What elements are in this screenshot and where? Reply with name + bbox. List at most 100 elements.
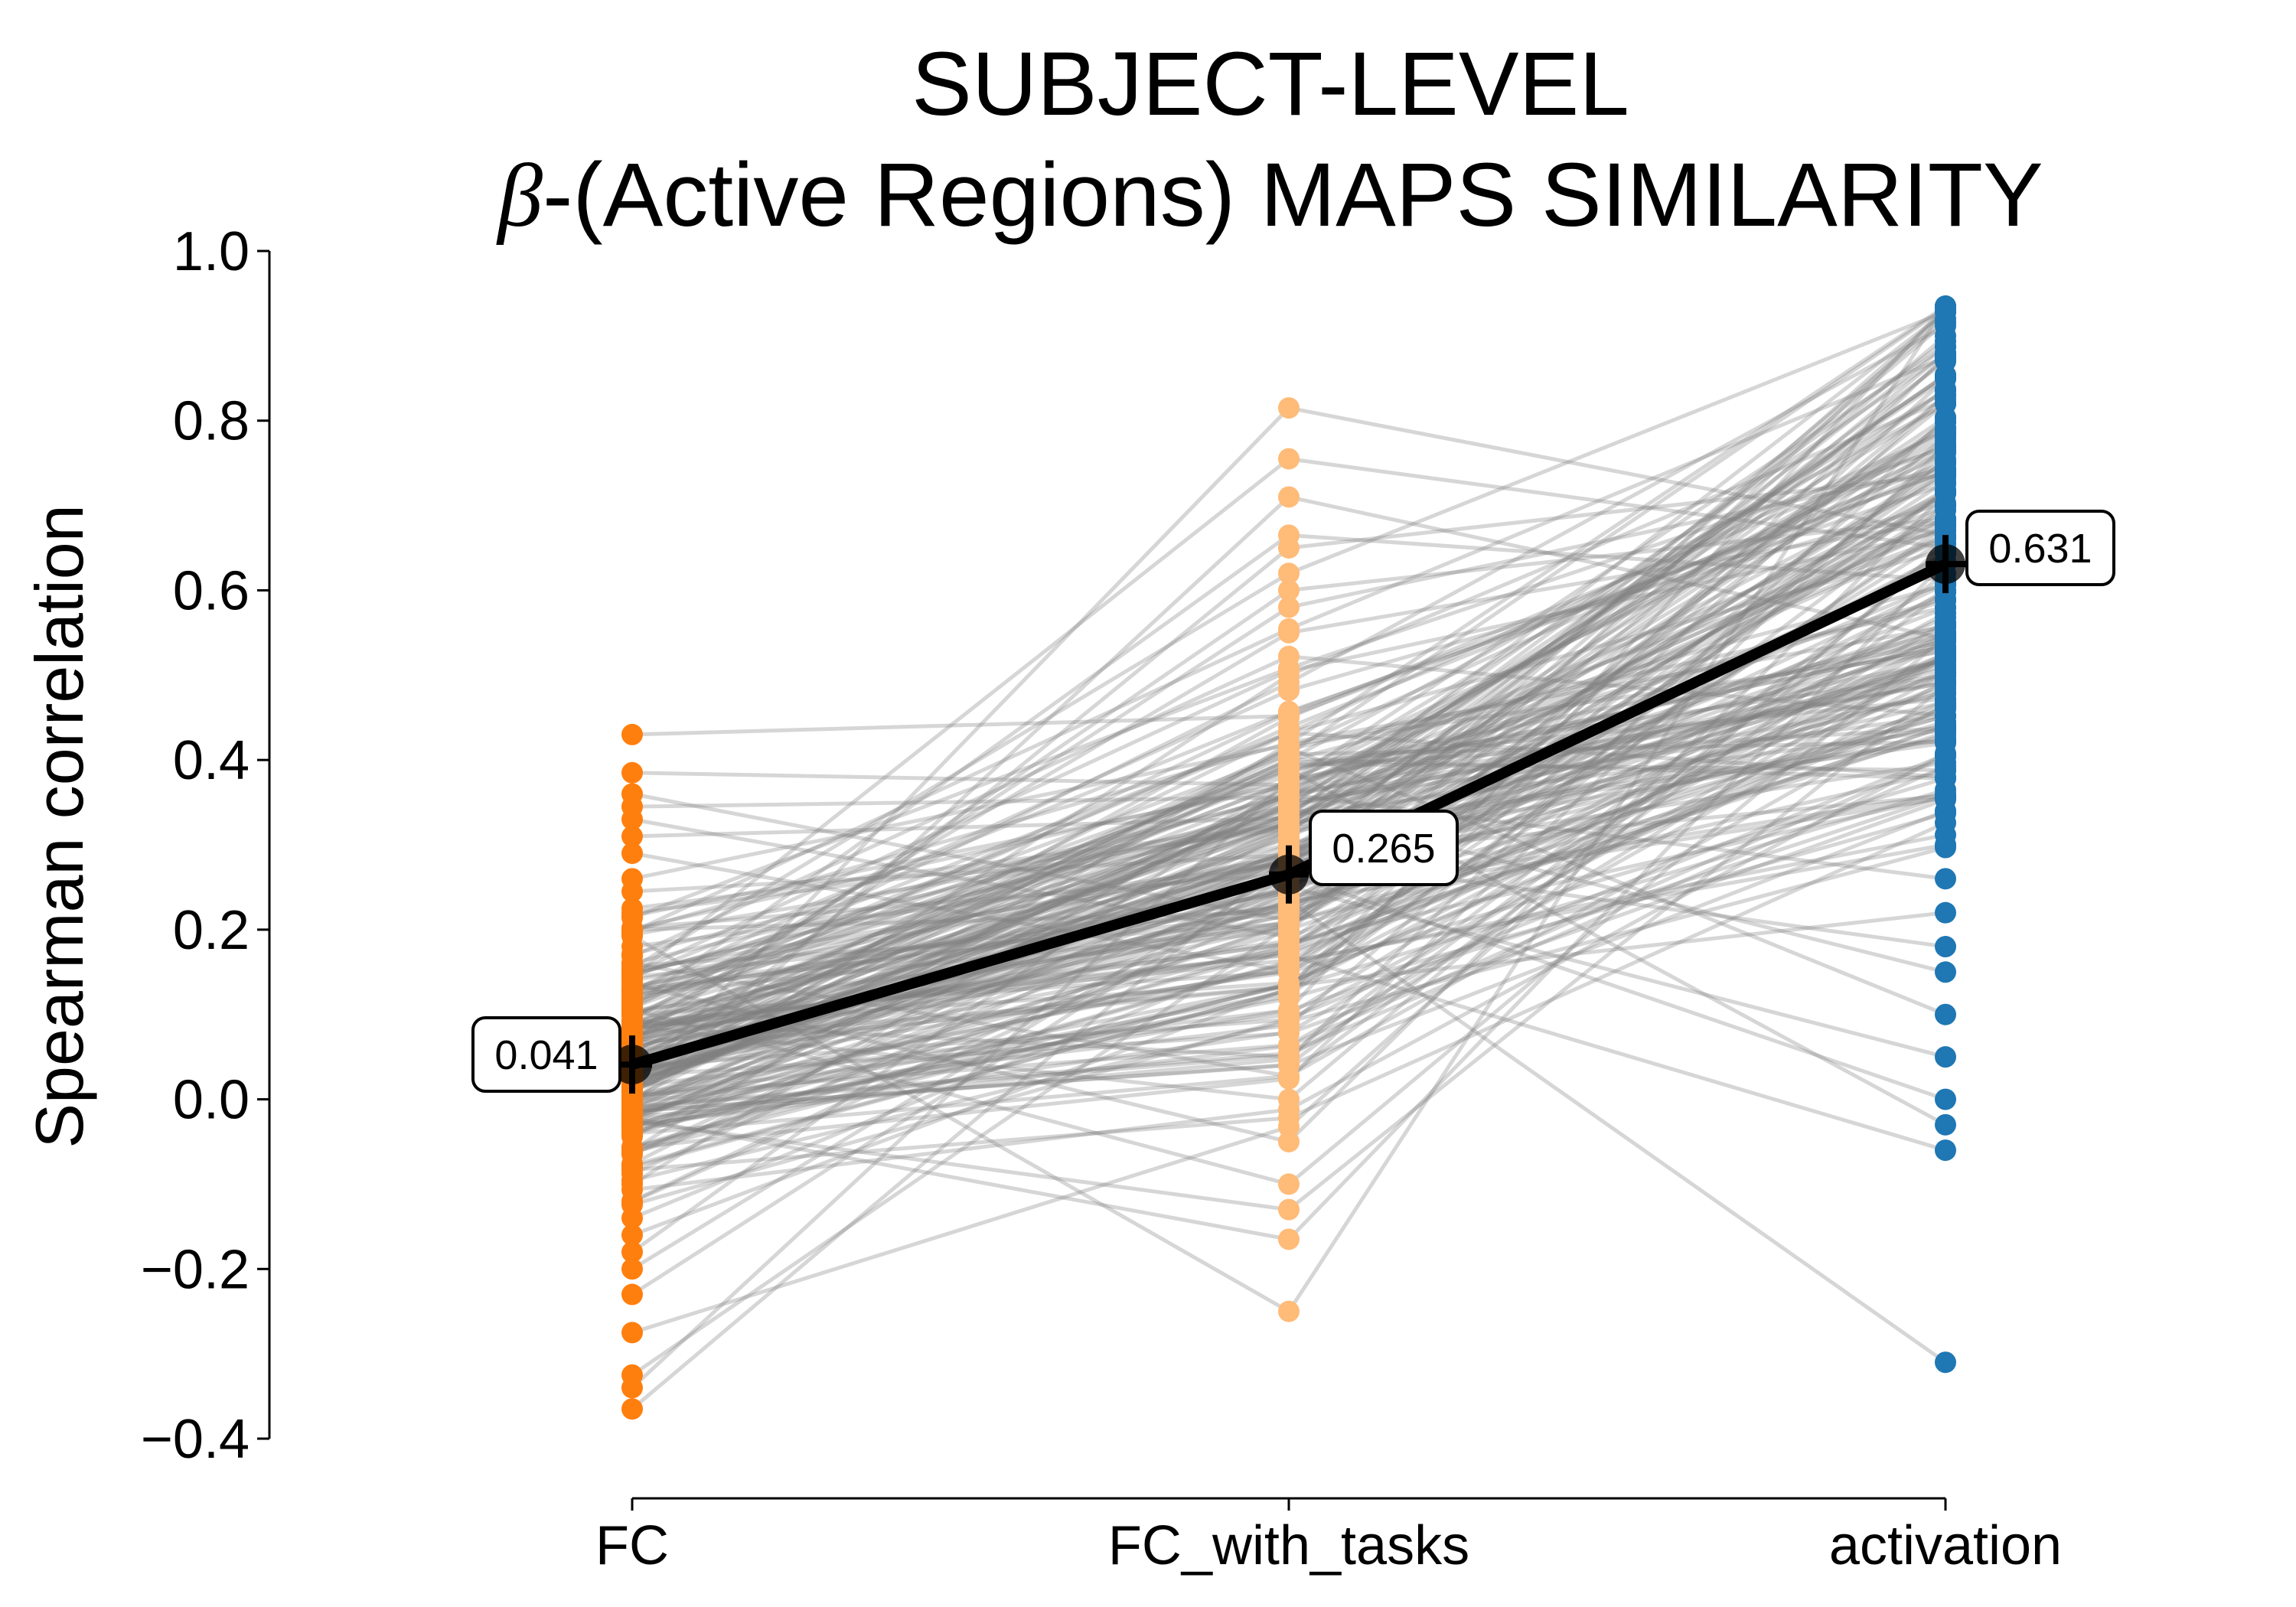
subject-point-fc [621, 1142, 643, 1164]
subject-point-activation [1935, 901, 1956, 924]
subject-point-fc-with-tasks [1278, 1048, 1300, 1071]
subject-point-fc-with-tasks [1278, 700, 1300, 722]
subject-point-fc [621, 1012, 643, 1034]
subject-point-activation [1935, 1351, 1956, 1374]
subject-point-fc-with-tasks [1278, 976, 1300, 998]
y-tick-label: 0.8 [173, 391, 249, 452]
subject-point-activation [1935, 715, 1956, 737]
subject-point-fc-with-tasks [1278, 1011, 1300, 1033]
subject-point-fc-with-tasks [1278, 596, 1300, 618]
subject-point-fc-with-tasks [1278, 1068, 1300, 1090]
subject-point-activation [1935, 635, 1956, 657]
subject-point-activation [1935, 311, 1956, 334]
subject-point-fc-with-tasks [1278, 448, 1300, 470]
subject-point-fc [621, 843, 643, 865]
x-tick-label: FC [595, 1515, 669, 1576]
mean-label-box [471, 1016, 621, 1093]
subject-point-fc-with-tasks [1278, 537, 1300, 559]
subject-point-fc-with-tasks [1278, 1107, 1300, 1129]
mean-data-label: 0.265 [1332, 826, 1435, 872]
mean-point [612, 1045, 652, 1085]
x-tick-label: FC_with_tasks [1108, 1515, 1469, 1576]
subject-point-fc-with-tasks [1278, 660, 1300, 682]
subject-point-fc [621, 1169, 643, 1191]
subject-point-activation [1935, 471, 1956, 493]
subject-point-fc-with-tasks [1278, 618, 1300, 640]
subject-point-fc [621, 943, 643, 965]
subject-point-fc [621, 1398, 643, 1420]
subject-point-fc [621, 880, 643, 902]
subject-point-activation [1935, 520, 1956, 543]
y-tick-label: 0.6 [173, 560, 249, 621]
subject-point-fc-with-tasks [1278, 1300, 1300, 1322]
subject-point-activation [1935, 760, 1956, 782]
subject-point-fc-with-tasks [1278, 562, 1300, 585]
subject-point-fc-with-tasks [1278, 579, 1300, 601]
axes: −0.4 −0.2 0.0 0.2 0.4 0.6 0.8 1.0 FC FC_with_task… [141, 221, 2062, 1576]
mean-point [1926, 544, 1965, 585]
subject-point-activation [1935, 345, 1956, 367]
mean-data-label: 0.041 [494, 1032, 598, 1078]
subject-point-fc-with-tasks [1278, 819, 1300, 841]
subject-point-fc [621, 1103, 643, 1126]
subject-point-activation [1935, 1088, 1956, 1110]
subject-point-activation [1935, 677, 1956, 699]
mean-point [1269, 854, 1309, 895]
subject-point-fc [621, 1258, 643, 1280]
subject-point-fc [621, 1241, 643, 1263]
subject-point-fc-with-tasks [1278, 680, 1300, 702]
subject-point-fc-with-tasks [1278, 738, 1300, 760]
subject-point-fc [621, 1224, 643, 1246]
mean-layer: 0.041 0.265 0.631 [471, 510, 2115, 1094]
chart-title-beta: β [496, 145, 543, 246]
chart-title-line2-text: -(Active Regions) MAPS SIMILARITY [543, 145, 2043, 246]
subject-point-fc-with-tasks [1278, 1131, 1300, 1152]
subject-point-fc-with-tasks [1278, 803, 1300, 825]
subject-point-fc-with-tasks [1278, 486, 1300, 508]
mean-label-box [1965, 510, 2115, 586]
subject-point-fc [621, 723, 643, 745]
mean-label-box [1309, 810, 1459, 886]
mean-data-label: 0.631 [1988, 526, 2092, 572]
subject-point-fc [621, 963, 643, 985]
subject-point-fc-with-tasks [1278, 894, 1300, 916]
subject-point-activation [1935, 416, 1956, 438]
subject-point-activation [1935, 836, 1956, 859]
subject-point-activation [1935, 613, 1956, 635]
subject-point-fc [621, 996, 643, 1019]
x-tick-label: activation [1829, 1515, 2062, 1576]
subject-point-activation [1935, 936, 1956, 958]
y-tick-label: 0.4 [173, 730, 249, 791]
subject-point-activation [1935, 1139, 1956, 1162]
subject-point-fc-with-tasks [1278, 958, 1300, 980]
subject-point-activation [1935, 961, 1956, 983]
y-tick-label: 0.0 [173, 1070, 249, 1131]
subject-point-fc [621, 808, 643, 830]
subject-point-fc-with-tasks [1278, 397, 1300, 419]
subject-point-activation [1935, 1046, 1956, 1068]
chart-title-line1: SUBJECT-LEVEL [912, 34, 1629, 135]
subject-point-activation [1935, 783, 1956, 805]
subject-point-activation [1935, 380, 1956, 402]
subject-point-fc-with-tasks [1278, 1228, 1300, 1250]
subject-point-fc-with-tasks [1278, 783, 1300, 805]
y-tick-label: 1.0 [173, 221, 249, 282]
subject-point-activation [1935, 438, 1956, 461]
subject-point-fc-with-tasks [1278, 940, 1300, 963]
y-tick-label: 0.2 [173, 900, 249, 961]
subject-point-fc-with-tasks [1278, 1198, 1300, 1221]
subject-point-fc-with-tasks [1278, 722, 1300, 744]
subject-point-fc-with-tasks [1278, 1173, 1300, 1195]
y-tick-label: −0.4 [141, 1409, 249, 1470]
chart-title-line2: β-(Active Regions) MAPS SIMILARITY [496, 145, 2043, 246]
subject-point-fc [621, 825, 643, 847]
subject-point-fc [621, 917, 643, 939]
y-tick-label: −0.2 [141, 1239, 249, 1300]
subject-point-fc [621, 1283, 643, 1305]
y-axis-label: Spearman correlation [21, 504, 97, 1148]
subject-point-activation [1935, 1003, 1956, 1025]
subject-point-fc [621, 761, 643, 784]
subject-point-fc-with-tasks [1278, 911, 1300, 934]
subject-point-activation [1935, 1113, 1956, 1136]
